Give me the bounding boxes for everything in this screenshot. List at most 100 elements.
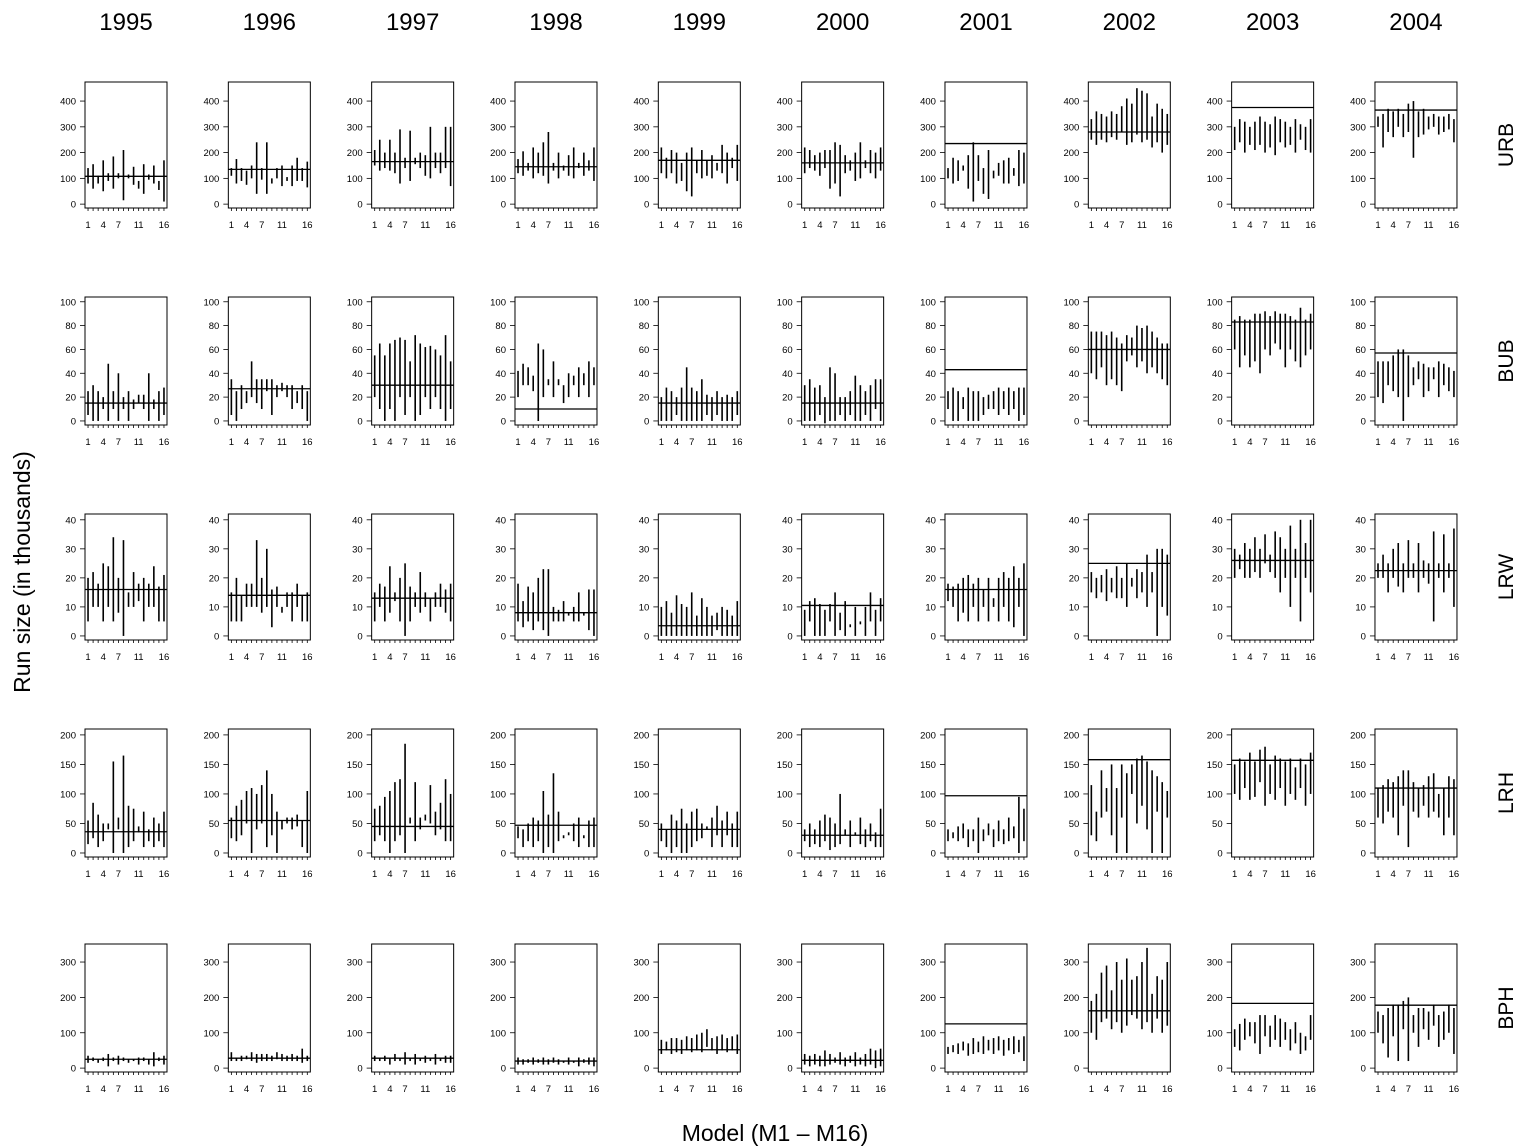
x-tick-label: 7 bbox=[1406, 869, 1411, 880]
x-tick-label: 16 bbox=[302, 869, 313, 880]
x-tick-label: 4 bbox=[961, 869, 966, 880]
x-tick-label: 11 bbox=[707, 437, 717, 448]
x-tick-label: 1 bbox=[1375, 652, 1380, 663]
x-tick-label: 11 bbox=[1280, 1084, 1290, 1095]
y-tick-label: 40 bbox=[1355, 369, 1366, 380]
y-tick-label: 200 bbox=[777, 993, 793, 1004]
x-tick-label: 11 bbox=[420, 220, 430, 231]
y-tick-label: 0 bbox=[1361, 848, 1366, 859]
x-tick-label: 4 bbox=[101, 1084, 106, 1095]
x-tick-label: 16 bbox=[445, 652, 456, 663]
panel-frame bbox=[514, 513, 598, 641]
y-tick-label: 100 bbox=[1207, 297, 1223, 308]
x-tick-label: 4 bbox=[1391, 652, 1396, 663]
x-tick-label: 11 bbox=[850, 437, 860, 448]
panel-frame bbox=[371, 943, 455, 1073]
column-header-1996: 1996 bbox=[243, 9, 296, 36]
y-tick-label: 10 bbox=[639, 602, 650, 613]
x-tick-label: 7 bbox=[832, 437, 837, 448]
y-tick-label: 50 bbox=[65, 819, 76, 830]
y-tick-label: 20 bbox=[1355, 573, 1366, 584]
y-tick-label: 200 bbox=[777, 730, 793, 741]
y-tick-label: 300 bbox=[203, 958, 219, 969]
x-tick-label: 1 bbox=[945, 869, 950, 880]
x-tick-label: 1 bbox=[372, 220, 377, 231]
x-tick-label: 4 bbox=[817, 869, 822, 880]
y-tick-label: 60 bbox=[1212, 345, 1223, 356]
x-tick-label: 1 bbox=[802, 437, 807, 448]
y-tick-label: 0 bbox=[644, 416, 649, 427]
panel-URB-2000: 0 100 200 300 400 1 4 7 11 16 bbox=[777, 81, 886, 231]
x-tick-label: 4 bbox=[101, 869, 106, 880]
x-tick-label: 16 bbox=[159, 1084, 170, 1095]
x-tick-label: 7 bbox=[1262, 652, 1267, 663]
y-tick-label: 10 bbox=[782, 602, 793, 613]
x-tick-label: 7 bbox=[1119, 1084, 1124, 1095]
y-tick-label: 0 bbox=[1217, 631, 1222, 642]
x-tick-label: 7 bbox=[1406, 437, 1411, 448]
x-tick-label: 16 bbox=[1162, 869, 1173, 880]
y-tick-label: 20 bbox=[925, 393, 936, 404]
panel-LRH-2000: 0 50 100 150 200 1 4 7 11 16 bbox=[777, 728, 886, 880]
x-tick-label: 11 bbox=[994, 437, 1004, 448]
y-tick-label: 0 bbox=[931, 631, 936, 642]
x-tick-label: 1 bbox=[1232, 437, 1237, 448]
x-tick-label: 1 bbox=[229, 869, 234, 880]
panel-BPH-2003: 0 100 200 300 1 4 7 11 16 bbox=[1207, 943, 1316, 1095]
y-tick-label: 80 bbox=[1355, 321, 1366, 332]
y-tick-label: 50 bbox=[209, 819, 220, 830]
y-tick-label: 0 bbox=[501, 416, 506, 427]
y-tick-label: 100 bbox=[347, 789, 363, 800]
x-tick-label: 16 bbox=[732, 437, 743, 448]
y-tick-label: 20 bbox=[1212, 573, 1223, 584]
panel-BPH-1997: 0 100 200 300 1 4 7 11 16 bbox=[347, 943, 456, 1095]
panel-LRH-2001: 0 50 100 150 200 1 4 7 11 16 bbox=[920, 728, 1029, 880]
x-tick-label: 4 bbox=[961, 1084, 966, 1095]
panel-LRH-2003: 0 50 100 150 200 1 4 7 11 16 bbox=[1207, 728, 1316, 880]
x-tick-label: 7 bbox=[402, 437, 407, 448]
y-tick-label: 0 bbox=[931, 848, 936, 859]
y-tick-label: 0 bbox=[501, 631, 506, 642]
x-tick-label: 4 bbox=[1247, 869, 1252, 880]
x-tick-label: 11 bbox=[707, 652, 717, 663]
y-tick-label: 40 bbox=[925, 369, 936, 380]
panel-LRH-1997: 0 50 100 150 200 1 4 7 11 16 bbox=[347, 728, 456, 880]
panel-frame bbox=[657, 81, 741, 209]
row-label-BUB: BUB bbox=[1495, 339, 1518, 382]
x-tick-label: 7 bbox=[116, 437, 121, 448]
y-tick-label: 100 bbox=[920, 297, 936, 308]
x-tick-label: 1 bbox=[515, 652, 520, 663]
y-tick-label: 300 bbox=[347, 122, 363, 133]
panel-URB-1998: 0 100 200 300 400 1 4 7 11 16 bbox=[490, 81, 599, 231]
x-tick-label: 16 bbox=[1305, 437, 1316, 448]
y-tick-label: 40 bbox=[495, 369, 506, 380]
x-tick-label: 11 bbox=[277, 1084, 287, 1095]
y-tick-label: 80 bbox=[782, 321, 793, 332]
y-tick-label: 400 bbox=[1063, 97, 1079, 108]
x-tick-label: 11 bbox=[1137, 1084, 1147, 1095]
y-tick-label: 40 bbox=[1212, 369, 1223, 380]
x-tick-label: 1 bbox=[1089, 220, 1094, 231]
y-tick-label: 20 bbox=[209, 393, 220, 404]
y-tick-label: 60 bbox=[1069, 345, 1080, 356]
y-tick-label: 300 bbox=[920, 122, 936, 133]
y-tick-label: 50 bbox=[1069, 819, 1080, 830]
x-tick-label: 7 bbox=[402, 1084, 407, 1095]
x-tick-label: 11 bbox=[1280, 220, 1290, 231]
y-tick-label: 400 bbox=[1350, 97, 1366, 108]
y-tick-label: 80 bbox=[639, 321, 650, 332]
y-tick-label: 200 bbox=[1207, 148, 1223, 159]
x-tick-label: 16 bbox=[875, 652, 886, 663]
panel-URB-1997: 0 100 200 300 400 1 4 7 11 16 bbox=[347, 81, 456, 231]
y-tick-label: 100 bbox=[1350, 1028, 1366, 1039]
y-tick-label: 200 bbox=[203, 730, 219, 741]
y-tick-label: 300 bbox=[60, 122, 76, 133]
y-tick-label: 300 bbox=[60, 958, 76, 969]
y-tick-label: 400 bbox=[1207, 97, 1223, 108]
panel-LRW-1998: 0 10 20 30 40 1 4 7 11 16 bbox=[495, 513, 599, 663]
x-tick-label: 1 bbox=[229, 437, 234, 448]
panel-BPH-1998: 0 100 200 300 1 4 7 11 16 bbox=[490, 943, 599, 1095]
y-tick-label: 40 bbox=[209, 369, 220, 380]
y-tick-label: 80 bbox=[1069, 321, 1080, 332]
panel-frame bbox=[1374, 296, 1458, 426]
